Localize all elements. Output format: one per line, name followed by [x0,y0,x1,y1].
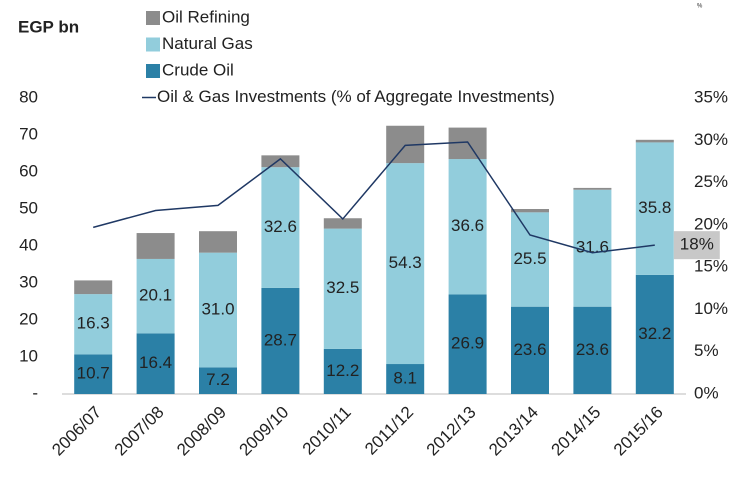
y2-tick-label: 0% [694,383,719,402]
y2-tick-label: 15% [694,257,728,276]
bar-segment [136,333,175,394]
y2-tick-label: 20% [694,214,728,233]
bar-segment [323,348,362,394]
y-tick-label: 40 [19,235,38,254]
data-label: 10.7 [77,364,110,383]
y-tick-label: 60 [19,161,38,180]
bar-segment [261,155,300,168]
data-label: 26.9 [451,334,484,353]
x-tick-label: 2015/16 [610,403,667,460]
y-tick-label: 80 [19,87,38,106]
data-label: 31.0 [201,299,234,318]
data-label: 20.1 [139,286,172,305]
bar-segment [386,163,425,365]
legend-label: Oil & Gas Investments (% of Aggregate In… [157,87,555,106]
y2-tick-label: 35% [694,87,728,106]
x-tick-label: 2010/11 [299,403,355,459]
bar-segment [74,280,113,295]
x-tick-label: 2014/15 [548,403,605,460]
legend-label: Crude Oil [162,60,234,79]
y2-tick-label: 25% [694,172,728,191]
data-label: 23.6 [576,340,609,359]
x-tick-label: 2007/08 [111,403,168,460]
y2-tick-label: 5% [694,341,719,360]
data-label: 32.2 [638,324,671,343]
data-label: 32.5 [326,278,359,297]
x-tick-label: 2011/12 [361,403,417,459]
bar-segment [511,212,549,307]
data-label: 36.6 [451,216,484,235]
data-label-box [673,231,720,260]
bar-segment [323,228,362,349]
bar-segment [635,274,674,394]
y-tick-label: 70 [19,124,38,143]
y-axis-label: EGP bn [18,17,79,36]
data-label: 18% [680,235,714,254]
data-label: 35.8 [638,198,671,217]
data-label: 12.2 [326,361,359,380]
y2-tick-label: 10% [694,299,728,318]
data-label: 7.2 [206,370,230,389]
bar-segment [448,159,487,295]
bar-segment [386,364,425,394]
data-label: 8.1 [393,368,417,387]
y-tick-label: 30 [19,272,38,291]
annotation: % [697,4,703,10]
bar-segment [573,189,612,307]
y-tick-label: 50 [19,198,38,217]
x-tick-label: 2009/10 [236,403,293,460]
bar-segment [199,367,237,394]
bar-segment [136,258,175,334]
bar-segment [511,209,549,213]
y-tick-label: 10 [19,346,38,365]
bar-segment [448,294,487,394]
bar-segment [74,294,113,355]
legend-symbol [146,11,160,25]
line-series [93,141,655,254]
bar-segment [261,167,300,288]
y-tick-label: - [32,383,38,402]
bar-segment [136,233,175,259]
x-tick-label: 2012/13 [423,403,480,460]
data-label: 25.5 [513,249,546,268]
x-tick-label: 2006/07 [48,403,105,460]
bar-segment [199,252,237,368]
data-label: 31.6 [576,238,609,257]
data-label: 16.4 [139,353,172,372]
bar-segment [635,139,674,143]
x-tick-label: 2013/14 [485,403,542,460]
bar-segment [74,354,113,394]
bar-segment [323,218,362,229]
bar-segment [573,306,612,394]
y2-tick-label: 30% [694,130,728,149]
bar-segment [573,187,612,190]
x-tick-label: 2008/09 [173,403,230,460]
data-label: 16.3 [77,314,110,333]
data-label: 23.6 [513,340,546,359]
data-label: 28.7 [264,330,297,349]
bar-segment [199,231,237,253]
y-tick-label: 20 [19,309,38,328]
bar-segment [511,306,549,394]
bar-segment [635,142,674,275]
legend-label: Natural Gas [162,34,253,53]
bar-segment [261,287,300,394]
legend-symbol [146,64,160,78]
legend-label: Oil Refining [162,7,250,26]
data-label: 32.6 [264,217,297,236]
data-label: 54.3 [389,253,422,272]
legend-symbol [146,37,160,52]
